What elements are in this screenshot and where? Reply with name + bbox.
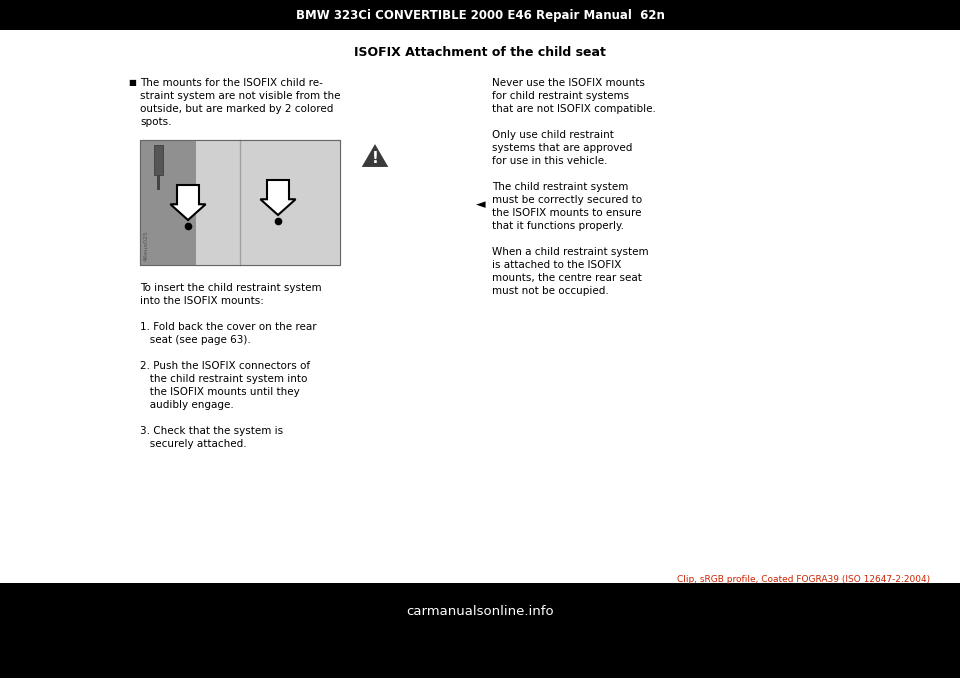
Bar bbox=[157, 175, 160, 190]
Bar bbox=[154, 145, 163, 175]
Polygon shape bbox=[171, 185, 205, 220]
Text: audibly engage.: audibly engage. bbox=[140, 400, 233, 410]
Text: for use in this vehicle.: for use in this vehicle. bbox=[492, 156, 608, 166]
Text: The child restraint system: The child restraint system bbox=[492, 182, 629, 192]
Text: is attached to the ISOFIX: is attached to the ISOFIX bbox=[492, 260, 621, 270]
Text: ■: ■ bbox=[128, 78, 136, 87]
Text: that it functions properly.: that it functions properly. bbox=[492, 221, 624, 231]
Text: systems that are approved: systems that are approved bbox=[492, 143, 633, 153]
Text: 46eus025: 46eus025 bbox=[144, 231, 149, 261]
Bar bbox=[0, 30, 960, 583]
Polygon shape bbox=[260, 180, 296, 215]
Bar bbox=[0, 583, 960, 678]
Text: !: ! bbox=[372, 151, 378, 165]
Text: carmanualsonline.info: carmanualsonline.info bbox=[406, 605, 554, 618]
Text: Clip, sRGB profile, Coated FOGRA39 (ISO 12647-2:2004): Clip, sRGB profile, Coated FOGRA39 (ISO … bbox=[677, 575, 930, 584]
Bar bbox=[140, 140, 196, 265]
Text: the ISOFIX mounts to ensure: the ISOFIX mounts to ensure bbox=[492, 208, 641, 218]
Text: The mounts for the ISOFIX child re-: The mounts for the ISOFIX child re- bbox=[140, 78, 323, 88]
Text: When a child restraint system: When a child restraint system bbox=[492, 247, 649, 257]
Bar bbox=[196, 140, 340, 265]
Text: 1. Fold back the cover on the rear: 1. Fold back the cover on the rear bbox=[140, 322, 317, 332]
Text: the ISOFIX mounts until they: the ISOFIX mounts until they bbox=[140, 387, 300, 397]
Text: for child restraint systems: for child restraint systems bbox=[492, 91, 629, 101]
Text: must not be occupied.: must not be occupied. bbox=[492, 286, 609, 296]
Text: the child restraint system into: the child restraint system into bbox=[140, 374, 307, 384]
Text: seat (see page 63).: seat (see page 63). bbox=[140, 335, 251, 345]
Text: Never use the ISOFIX mounts: Never use the ISOFIX mounts bbox=[492, 78, 645, 88]
Text: mounts, the centre rear seat: mounts, the centre rear seat bbox=[492, 273, 642, 283]
Text: must be correctly secured to: must be correctly secured to bbox=[492, 195, 642, 205]
Bar bbox=[0, 0, 960, 30]
Text: straint system are not visible from the: straint system are not visible from the bbox=[140, 91, 344, 101]
Text: that are not ISOFIX compatible.: that are not ISOFIX compatible. bbox=[492, 104, 656, 114]
Bar bbox=[140, 140, 340, 265]
Text: 3. Check that the system is: 3. Check that the system is bbox=[140, 426, 283, 436]
Text: securely attached.: securely attached. bbox=[140, 439, 247, 449]
Text: into the ISOFIX mounts:: into the ISOFIX mounts: bbox=[140, 296, 264, 306]
Text: The illustration shows the left rear: The illustration shows the left rear bbox=[140, 143, 320, 153]
Text: ISOFIX Attachment of the child seat: ISOFIX Attachment of the child seat bbox=[354, 45, 606, 58]
Polygon shape bbox=[360, 142, 390, 168]
Text: ◄: ◄ bbox=[476, 199, 486, 212]
Text: BMW 323Ci CONVERTIBLE 2000 E46 Repair Manual  62n: BMW 323Ci CONVERTIBLE 2000 E46 Repair Ma… bbox=[296, 9, 664, 22]
Text: spots.: spots. bbox=[140, 117, 172, 127]
Text: outside, but are marked by 2 colored: outside, but are marked by 2 colored bbox=[140, 104, 333, 114]
Text: 2. Push the ISOFIX connectors of: 2. Push the ISOFIX connectors of bbox=[140, 361, 310, 371]
Text: Only use child restraint: Only use child restraint bbox=[492, 130, 613, 140]
Text: To insert the child restraint system: To insert the child restraint system bbox=[140, 283, 322, 293]
Bar bbox=[140, 140, 340, 265]
